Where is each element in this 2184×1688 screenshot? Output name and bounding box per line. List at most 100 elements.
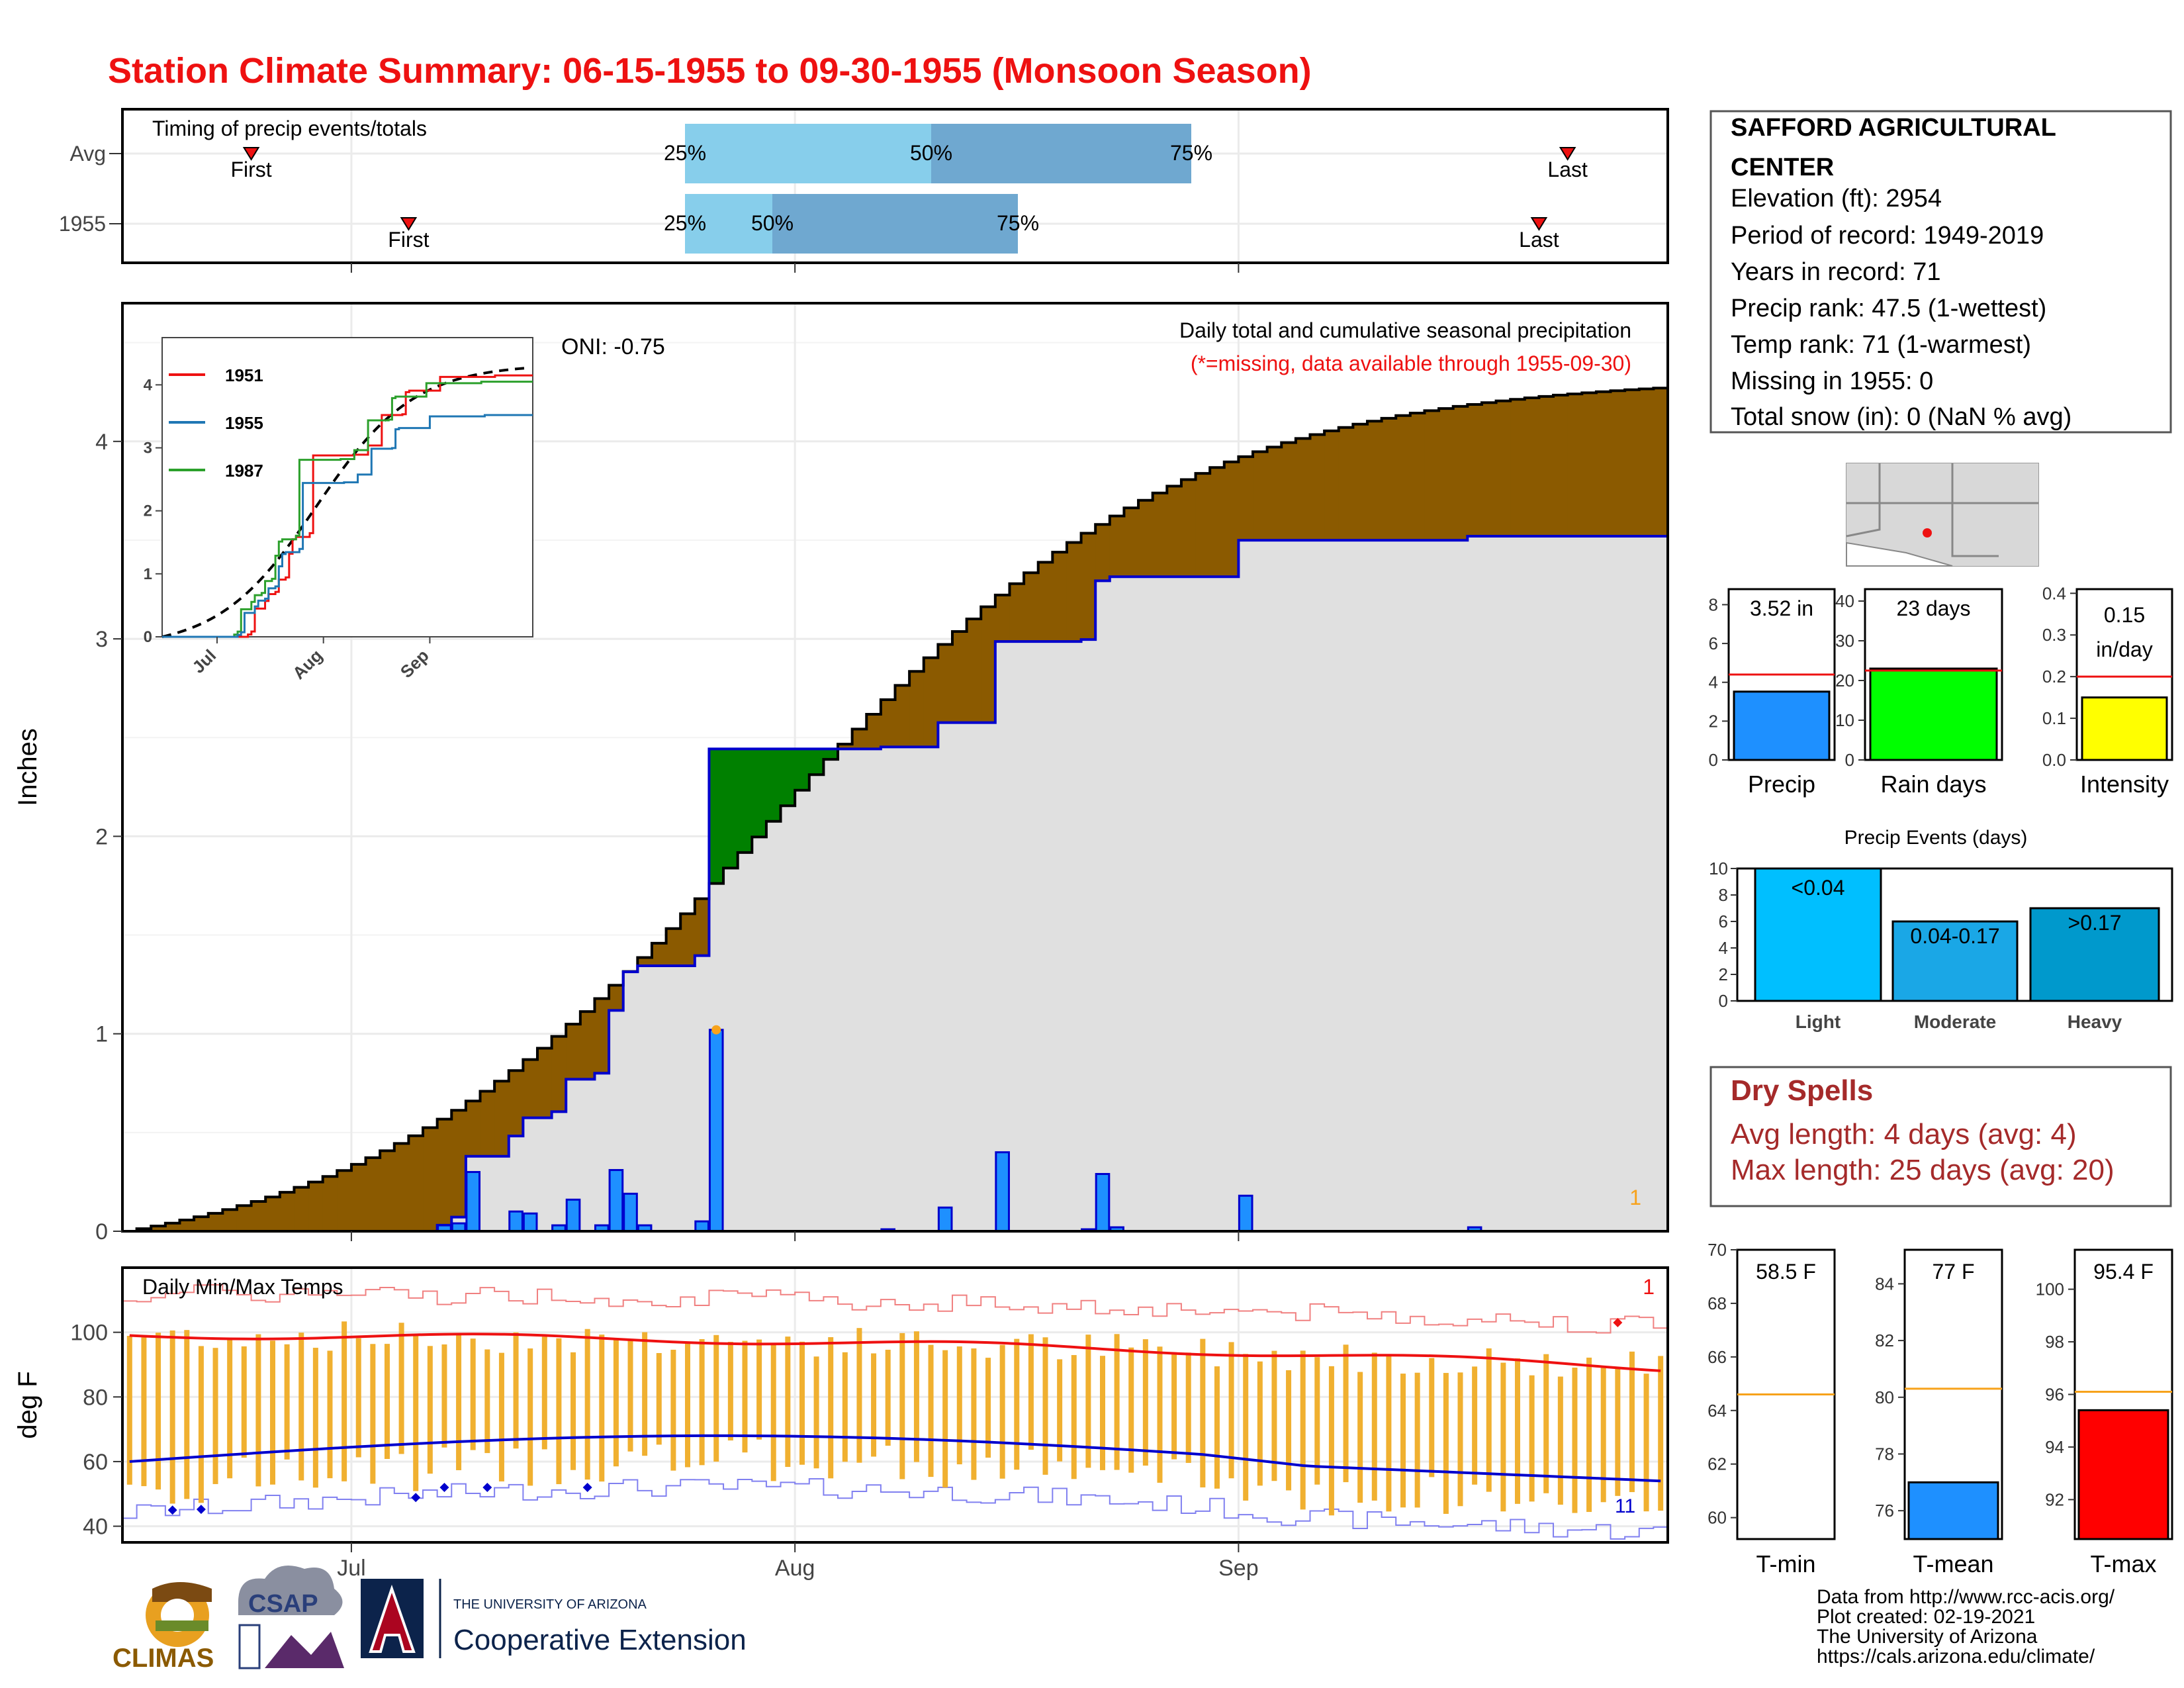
q25-label: 25% xyxy=(664,141,706,165)
daily-temp-bar xyxy=(341,1321,347,1481)
deficit-area xyxy=(1396,415,1411,541)
avg-cumulative-line xyxy=(122,387,1668,1233)
daily-temp-bar xyxy=(1400,1374,1406,1508)
events-bar xyxy=(2029,907,2160,1002)
inset-legend-label: 1951 xyxy=(225,365,263,385)
main-frame xyxy=(121,302,1669,1233)
deficit-area xyxy=(666,928,681,966)
daily-temp-bar xyxy=(828,1337,834,1479)
temp-xtick-label: Sep xyxy=(1218,1556,1259,1581)
main-y-axis-title: Inches xyxy=(13,728,42,806)
temp-chart: 40 60 80 100 Jul Aug Sep deg F Daily Min/Max Tem… xyxy=(13,1266,1669,1581)
daily-temp-bar xyxy=(1128,1347,1134,1473)
deficit-area xyxy=(866,714,882,749)
base-area xyxy=(1024,641,1039,1231)
q50-label: 50% xyxy=(751,211,794,235)
deficit-area xyxy=(1539,396,1554,536)
deficit-area xyxy=(1639,389,1654,536)
daily-temp-bar xyxy=(284,1344,290,1460)
intensity-bar xyxy=(2081,696,2168,761)
base-area xyxy=(1281,540,1297,1231)
deficit-area xyxy=(1324,430,1340,541)
intensity-ytick-label: 0.4 xyxy=(2042,583,2066,603)
record-low-marker xyxy=(196,1505,206,1515)
main-ytick-label: 0 xyxy=(95,1219,108,1244)
events-bar-label: 0.04-0.17 xyxy=(1910,924,1999,948)
base-area xyxy=(1066,641,1082,1231)
daily-temp-bar xyxy=(642,1332,648,1456)
events-ytick-label: 10 xyxy=(1709,859,1728,878)
daily-temp-bar xyxy=(899,1333,905,1479)
main-ytick-label: 4 xyxy=(95,430,108,455)
deficit-area xyxy=(1524,397,1540,536)
base-area xyxy=(780,806,796,1231)
rain_days-bar xyxy=(1869,667,1998,761)
precip-ytick-label: 0 xyxy=(1709,750,1718,770)
daily-temp-bar xyxy=(985,1358,991,1458)
temp-y-axis-title: deg F xyxy=(13,1371,42,1438)
q25-label: 25% xyxy=(664,211,706,235)
daily-temp-bar xyxy=(742,1340,748,1453)
daily-temp-bar xyxy=(1586,1357,1592,1513)
deficit-area xyxy=(1267,447,1282,541)
deficit-area xyxy=(408,1135,424,1231)
base-area xyxy=(680,965,696,1231)
base-area xyxy=(651,965,667,1231)
events-ytick-label: 4 xyxy=(1719,938,1728,958)
daily-temp-bar xyxy=(198,1346,204,1503)
rain_days-ytick-label: 10 xyxy=(1835,710,1854,730)
tmin-ytick-label: 64 xyxy=(1707,1401,1727,1421)
base-area xyxy=(809,774,824,1231)
daily-precip-bar xyxy=(565,1198,581,1233)
daily-temp-bar xyxy=(241,1346,247,1458)
daily-temp-bar xyxy=(556,1338,562,1485)
daily-temp-bar xyxy=(1643,1374,1649,1512)
intensity-ytick-label: 0.3 xyxy=(2042,625,2066,645)
base-area xyxy=(1167,577,1182,1231)
main-precip-chart: 0 1 2 3 4 Inches Daily total and cumulative se… xyxy=(13,302,1669,1244)
daily-temp-bar xyxy=(1171,1354,1177,1460)
daily-temp-bar xyxy=(1357,1372,1363,1503)
events-category-label: Light xyxy=(1796,1011,1841,1032)
deficit-area xyxy=(1024,573,1039,642)
daily-temp-bar xyxy=(1042,1337,1048,1475)
base-area xyxy=(1639,536,1654,1232)
base-area xyxy=(1510,536,1525,1232)
record-low-marker xyxy=(582,1483,592,1492)
first-event-marker xyxy=(400,217,418,231)
tmean-value: 77 F xyxy=(1932,1260,1974,1284)
surplus-area xyxy=(780,749,796,806)
tmax-ytick-label: 92 xyxy=(2045,1489,2064,1509)
rain_days-ytick-label: 30 xyxy=(1835,631,1854,651)
main-corner-count: 1 xyxy=(1629,1186,1641,1209)
station-precip-rank: Precip rank: 47.5 (1-wettest) xyxy=(1731,295,2046,322)
q75-label: 75% xyxy=(997,211,1039,235)
station-period: Period of record: 1949-2019 xyxy=(1731,222,2044,250)
daily-temp-bar xyxy=(1099,1356,1105,1470)
temp-bottom-count: 11 xyxy=(1615,1495,1635,1517)
base-area xyxy=(1539,536,1554,1232)
tmax-ytick-label: 94 xyxy=(2045,1437,2064,1457)
tmean-label: T-mean xyxy=(1913,1550,1993,1577)
quartile-bar-high xyxy=(931,124,1191,183)
base-area xyxy=(1095,581,1111,1231)
station-info: SAFFORD AGRICULTURAL CENTER Elevation (f… xyxy=(1709,110,2172,434)
daily-temp-bar xyxy=(1457,1372,1463,1507)
base-area xyxy=(1439,540,1454,1231)
daily-temp-bar xyxy=(856,1328,862,1463)
deficit-area xyxy=(1610,391,1625,536)
record-low-line xyxy=(122,1477,1668,1540)
base-area xyxy=(795,790,810,1231)
rain_days-ytick-label: 40 xyxy=(1835,591,1854,611)
base-area xyxy=(766,821,782,1231)
csap-logo: CSAP xyxy=(238,1566,344,1669)
deficit-area xyxy=(508,1070,523,1137)
base-area xyxy=(1195,577,1210,1231)
deficit-area xyxy=(909,671,925,747)
precip-bar xyxy=(1733,690,1831,761)
base-area xyxy=(523,1117,538,1231)
base-area xyxy=(1124,577,1139,1231)
tmin-ytick-label: 62 xyxy=(1707,1454,1727,1474)
daily-temp-bar xyxy=(1286,1370,1292,1491)
tmean-ytick-label: 82 xyxy=(1875,1331,1894,1350)
